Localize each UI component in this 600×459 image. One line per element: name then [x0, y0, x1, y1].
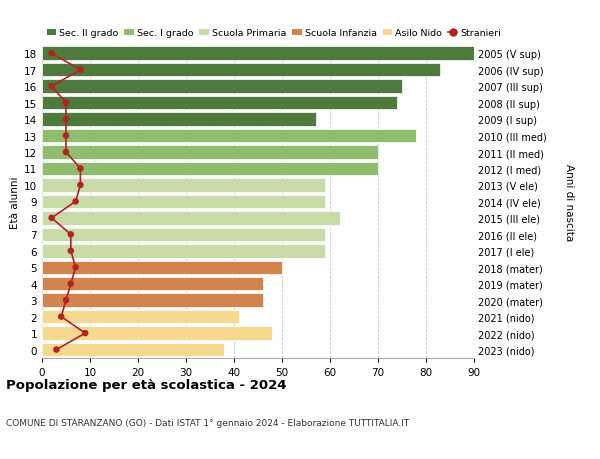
- Y-axis label: Anni di nascita: Anni di nascita: [563, 163, 574, 241]
- Point: [47, 83, 56, 90]
- Bar: [42, 129, 416, 143]
- Point: [56, 313, 66, 321]
- Point: [66, 280, 76, 288]
- Point: [76, 165, 85, 173]
- Bar: [42, 47, 474, 61]
- Point: [61, 149, 71, 157]
- Bar: [42, 245, 325, 258]
- Point: [61, 116, 71, 123]
- Point: [66, 247, 76, 255]
- Text: Popolazione per età scolastica - 2024: Popolazione per età scolastica - 2024: [6, 379, 287, 392]
- Point: [61, 133, 71, 140]
- Point: [80, 330, 90, 337]
- Bar: [42, 277, 263, 291]
- Bar: [42, 343, 224, 357]
- Bar: [42, 327, 272, 340]
- Bar: [42, 97, 397, 110]
- Bar: [42, 195, 325, 209]
- Text: COMUNE DI STARANZANO (GO) - Dati ISTAT 1° gennaio 2024 - Elaborazione TUTTITALIA: COMUNE DI STARANZANO (GO) - Dati ISTAT 1…: [6, 418, 409, 427]
- Point: [71, 198, 80, 206]
- Bar: [42, 294, 263, 307]
- Point: [47, 50, 56, 58]
- Point: [76, 67, 85, 74]
- Y-axis label: Età alunni: Età alunni: [10, 176, 20, 228]
- Point: [76, 182, 85, 189]
- Point: [47, 215, 56, 222]
- Legend: Sec. II grado, Sec. I grado, Scuola Primaria, Scuola Infanzia, Asilo Nido, Stran: Sec. II grado, Sec. I grado, Scuola Prim…: [47, 29, 502, 38]
- Bar: [42, 162, 378, 176]
- Bar: [42, 113, 316, 127]
- Bar: [42, 261, 282, 274]
- Point: [71, 264, 80, 271]
- Bar: [42, 310, 239, 324]
- Bar: [42, 64, 440, 77]
- Point: [61, 100, 71, 107]
- Bar: [42, 179, 325, 192]
- Bar: [42, 146, 378, 159]
- Point: [61, 297, 71, 304]
- Point: [66, 231, 76, 239]
- Point: [52, 346, 61, 353]
- Bar: [42, 80, 402, 94]
- Bar: [42, 212, 340, 225]
- Bar: [42, 228, 325, 241]
